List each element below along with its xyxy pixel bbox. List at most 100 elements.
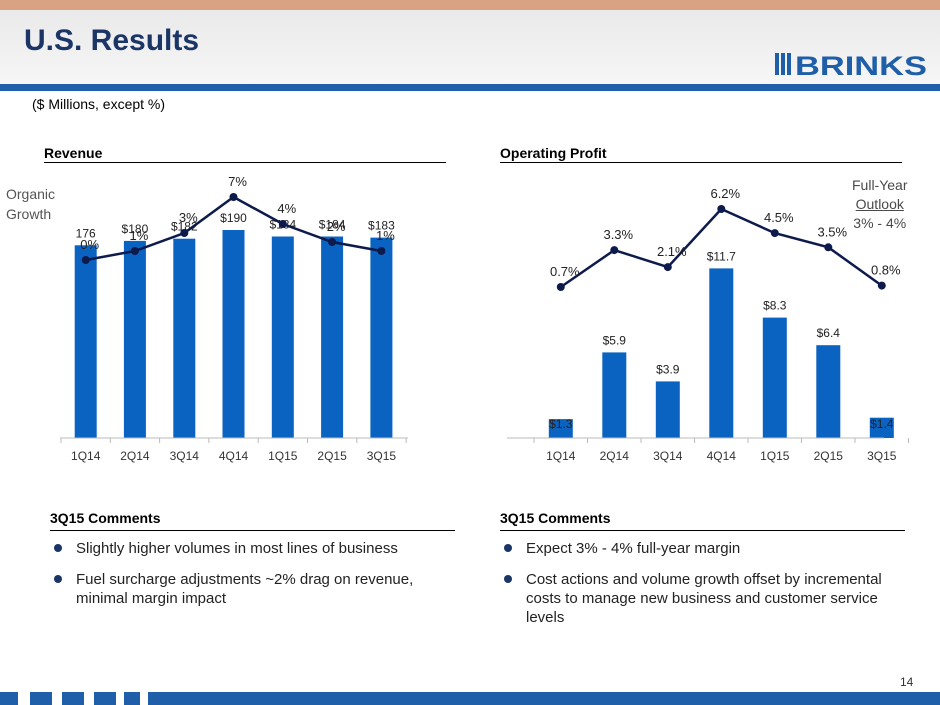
- revenue-bar-value-label: $190: [220, 211, 247, 225]
- profit-bar-value-label: $1.4: [870, 417, 894, 431]
- profit-line-point: [824, 243, 833, 252]
- right-comment-item: Cost actions and volume growth offset by…: [500, 570, 900, 627]
- revenue-line-point: [130, 247, 139, 255]
- revenue-bar-value-label: 176: [76, 226, 96, 240]
- revenue-line-point: [229, 193, 238, 201]
- revenue-line-value-label: 2%: [327, 219, 346, 234]
- profit-bar: [816, 345, 841, 438]
- units-note: ($ Millions, except %): [32, 96, 166, 112]
- profit-bar: [762, 317, 787, 438]
- footer-line: [148, 692, 940, 705]
- profit-line-point: [877, 281, 886, 290]
- revenue-line-value-label: 7%: [228, 174, 247, 189]
- footer-block: [62, 692, 84, 705]
- revenue-bar: [74, 245, 97, 438]
- profit-line-point: [770, 229, 779, 238]
- footer-block: [30, 692, 52, 705]
- profit-bar: [602, 352, 627, 438]
- revenue-bar: [123, 240, 146, 438]
- revenue-line-value-label: 1%: [376, 228, 395, 243]
- revenue-line-point: [377, 247, 386, 255]
- revenue-x-tick-label: 3Q15: [367, 449, 397, 463]
- revenue-x-tick-label: 4Q14: [219, 449, 249, 463]
- profit-bar-value-label: $11.7: [707, 249, 736, 263]
- header-accent-rule: [0, 0, 940, 10]
- profit-line-point: [663, 263, 672, 272]
- revenue-line-point: [81, 256, 90, 264]
- footer-block: [0, 692, 18, 705]
- operating-profit-heading: Operating Profit: [500, 145, 902, 163]
- revenue-bar-value-label: $184: [319, 218, 346, 232]
- brinks-logo: BRINKS: [775, 51, 927, 78]
- right-comments-heading: 3Q15 Comments: [500, 510, 905, 531]
- outlook-line2: Outlook: [855, 196, 904, 212]
- profit-bar: [548, 419, 573, 438]
- profit-x-tick-label: 3Q14: [653, 449, 683, 463]
- revenue-x-tick-label: 1Q15: [268, 449, 298, 463]
- left-comments-heading: 3Q15 Comments: [50, 510, 455, 531]
- revenue-x-tick-label: 2Q14: [120, 449, 150, 463]
- profit-bar: [869, 417, 894, 438]
- profit-x-tick-label: 3Q15: [867, 449, 897, 463]
- revenue-line-point: [278, 220, 287, 228]
- profit-line-value-label: 6.2%: [710, 186, 740, 201]
- left-comment-item: Slightly higher volumes in most lines of…: [50, 539, 460, 558]
- profit-line-value-label: 3.5%: [817, 224, 847, 239]
- outlook-line1: Full-Year: [852, 177, 908, 193]
- profit-line-point: [556, 283, 565, 291]
- organic-growth-line2: Growth: [6, 206, 52, 222]
- left-comments-list: Slightly higher volumes in most lines of…: [50, 539, 460, 620]
- page-title: U.S. Results: [24, 24, 200, 57]
- revenue-bar: [271, 236, 294, 438]
- footer-block: [124, 692, 140, 705]
- profit-line-value-label: 3.3%: [603, 227, 633, 242]
- revenue-line-value-label: 1%: [130, 228, 149, 243]
- profit-bar-value-label: $6.4: [817, 326, 841, 340]
- revenue-line-value-label: 4%: [277, 201, 296, 216]
- logo-wordmark: BRINKS: [795, 51, 927, 78]
- revenue-bar: [370, 237, 393, 438]
- revenue-line-value-label: 3%: [179, 210, 198, 225]
- profit-bar-value-label: $8.3: [763, 299, 787, 313]
- revenue-x-tick-label: 1Q14: [71, 449, 101, 463]
- revenue-heading: Revenue: [44, 145, 446, 163]
- profit-x-tick-label: 1Q14: [546, 449, 576, 463]
- revenue-bar: [222, 230, 245, 438]
- revenue-x-tick-label: 3Q14: [170, 449, 200, 463]
- revenue-bar-value-label: $180: [122, 222, 149, 236]
- profit-bar: [709, 268, 734, 439]
- profit-line-value-label: 0.8%: [871, 263, 901, 278]
- profit-line-value-label: 0.7%: [550, 264, 580, 279]
- profit-line-value-label: 2.1%: [657, 244, 687, 259]
- revenue-line-point: [328, 238, 337, 246]
- revenue-bar-value-label: $183: [368, 219, 395, 233]
- profit-x-tick-label: 2Q15: [814, 449, 844, 463]
- right-comments-list: Expect 3% - 4% full-year margin Cost act…: [500, 539, 900, 639]
- header-blue-rule: [0, 84, 940, 91]
- footer-bar: [0, 692, 940, 705]
- profit-line-point: [610, 246, 619, 255]
- profit-x-tick-label: 2Q14: [600, 449, 630, 463]
- profit-bar-value-label: $1.3: [549, 417, 573, 431]
- page-number: 14: [900, 675, 914, 689]
- revenue-line-value-label: 0%: [80, 237, 99, 252]
- revenue-bar: [321, 236, 344, 438]
- revenue-bar-value-label: $182: [171, 220, 198, 234]
- left-comment-item: Fuel surcharge adjustments ~2% drag on r…: [50, 570, 460, 608]
- profit-bar-value-label: $5.9: [603, 333, 627, 347]
- profit-x-tick-label: 4Q14: [707, 449, 737, 463]
- profit-line-value-label: 4.5%: [764, 210, 794, 225]
- organic-growth-label: Organic Growth: [6, 184, 55, 224]
- revenue-x-tick-label: 2Q15: [317, 449, 347, 463]
- profit-x-tick-label: 1Q15: [760, 449, 790, 463]
- profit-line-point: [717, 205, 726, 213]
- footer-block: [94, 692, 116, 705]
- outlook-line3: 3% - 4%: [853, 215, 907, 231]
- full-year-outlook-note: Full-Year Outlook 3% - 4%: [852, 176, 908, 233]
- charts-canvas: 1Q141762Q14$1803Q14$1824Q14$1901Q15$1842…: [60, 174, 909, 463]
- organic-growth-line1: Organic: [6, 186, 56, 202]
- revenue-bar: [173, 238, 196, 438]
- revenue-line-point: [180, 229, 189, 237]
- profit-bar: [655, 381, 680, 438]
- profit-bar-value-label: $3.9: [656, 362, 680, 376]
